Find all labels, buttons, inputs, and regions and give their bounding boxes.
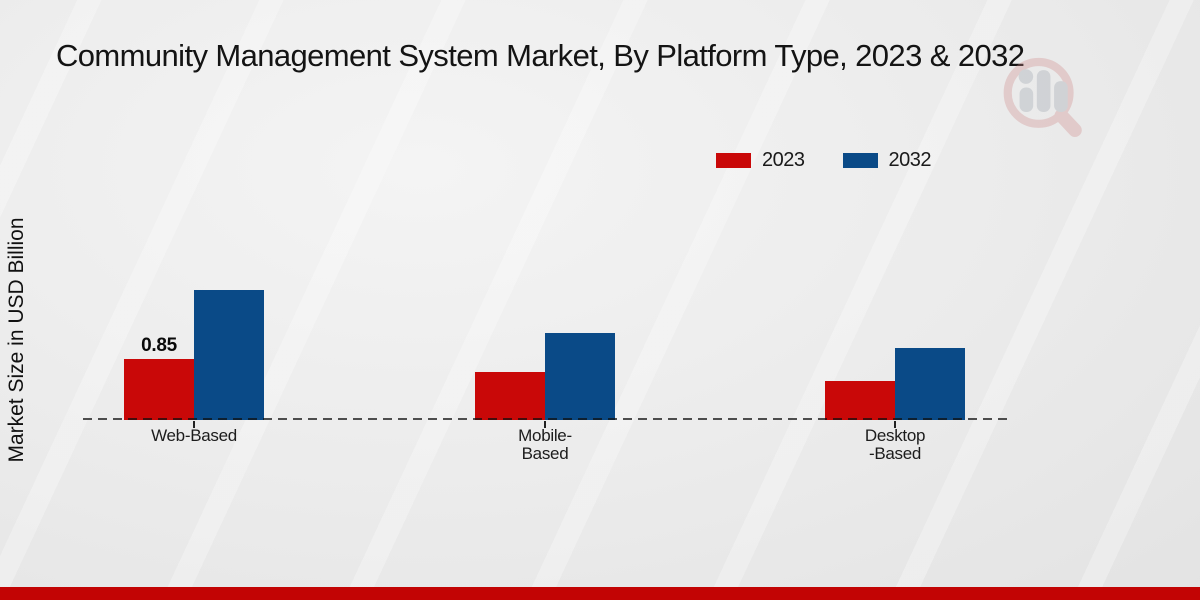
bar-2032-desktop-based <box>895 348 965 420</box>
category-label-desktop-based: Desktop -Based <box>864 426 926 463</box>
category-label-mobile-based: Mobile- Based <box>518 426 572 463</box>
bar-2032-web-based <box>194 290 264 420</box>
footer-red-strip <box>0 587 1200 600</box>
axis-tick <box>544 421 546 428</box>
magnifier-bar-chart-logo <box>1003 57 1082 137</box>
legend-label-2032: 2032 <box>888 149 932 171</box>
category-label-web-based: Web-Based <box>151 426 237 445</box>
y-axis-label: Market Size in USD Billion <box>5 217 28 463</box>
bar-2023-mobile-based <box>475 372 545 420</box>
bar-value-label: 0.85 <box>141 335 177 356</box>
legend-swatch-2023 <box>716 153 751 168</box>
x-axis-baseline <box>83 418 1007 420</box>
legend: 2023 2032 <box>716 149 931 172</box>
legend-label-2023: 2023 <box>762 149 805 171</box>
legend-item-2032: 2032 <box>842 149 932 172</box>
plot-area: 0.85 Web-Based Mobile- Based Desktop -Based <box>83 140 1007 463</box>
axis-tick <box>193 421 195 428</box>
axis-tick <box>894 421 896 428</box>
bar-2023-desktop-based <box>825 381 895 420</box>
bar-2032-mobile-based <box>545 333 615 420</box>
legend-swatch-2032 <box>842 153 878 168</box>
legend-item-2023: 2023 <box>716 149 805 172</box>
bar-2023-web-based <box>124 359 194 420</box>
chart-title: Community Management System Market, By P… <box>56 38 1025 73</box>
